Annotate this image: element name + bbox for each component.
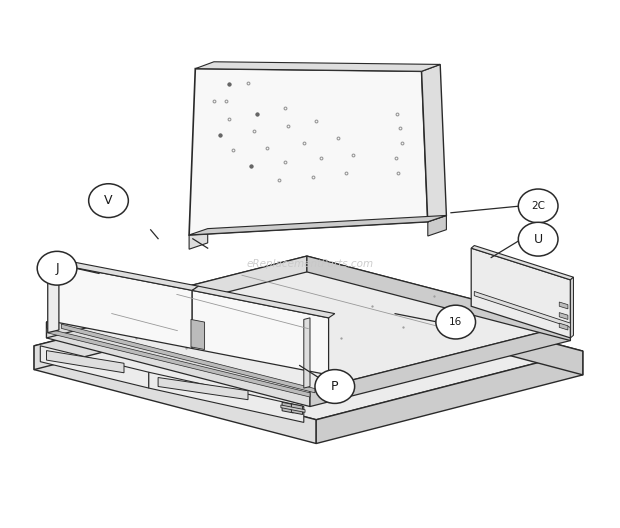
Polygon shape bbox=[61, 324, 315, 393]
Polygon shape bbox=[291, 404, 303, 414]
Polygon shape bbox=[559, 302, 568, 309]
Circle shape bbox=[89, 184, 128, 218]
Polygon shape bbox=[281, 405, 305, 412]
Text: 16: 16 bbox=[449, 317, 463, 327]
Polygon shape bbox=[46, 256, 307, 338]
Polygon shape bbox=[46, 351, 124, 373]
Polygon shape bbox=[307, 256, 570, 341]
Text: U: U bbox=[534, 233, 542, 246]
Polygon shape bbox=[195, 62, 440, 71]
Circle shape bbox=[518, 189, 558, 223]
Polygon shape bbox=[422, 64, 446, 222]
Circle shape bbox=[518, 222, 558, 256]
Polygon shape bbox=[46, 322, 310, 407]
Polygon shape bbox=[56, 260, 198, 290]
Polygon shape bbox=[282, 402, 293, 413]
Polygon shape bbox=[40, 346, 149, 388]
Text: 2C: 2C bbox=[531, 201, 545, 211]
Polygon shape bbox=[56, 264, 192, 348]
Polygon shape bbox=[158, 378, 248, 400]
Polygon shape bbox=[428, 215, 446, 236]
Circle shape bbox=[436, 305, 476, 339]
Polygon shape bbox=[471, 246, 574, 280]
Circle shape bbox=[315, 370, 355, 403]
Polygon shape bbox=[46, 256, 570, 391]
Polygon shape bbox=[34, 277, 304, 370]
Polygon shape bbox=[316, 351, 583, 444]
Polygon shape bbox=[192, 286, 335, 318]
Polygon shape bbox=[304, 277, 583, 375]
Circle shape bbox=[37, 251, 77, 285]
Polygon shape bbox=[559, 323, 568, 330]
Text: V: V bbox=[104, 194, 113, 207]
Polygon shape bbox=[310, 325, 570, 407]
Polygon shape bbox=[34, 346, 316, 444]
Polygon shape bbox=[46, 328, 310, 397]
Polygon shape bbox=[192, 290, 329, 375]
Polygon shape bbox=[471, 248, 570, 338]
Polygon shape bbox=[48, 267, 62, 270]
Text: J: J bbox=[55, 262, 59, 275]
Polygon shape bbox=[189, 215, 446, 235]
Polygon shape bbox=[474, 291, 570, 327]
Polygon shape bbox=[189, 229, 208, 249]
Polygon shape bbox=[559, 313, 568, 319]
Polygon shape bbox=[189, 69, 428, 235]
Polygon shape bbox=[191, 319, 205, 350]
Polygon shape bbox=[34, 277, 583, 420]
Text: P: P bbox=[331, 380, 339, 393]
Polygon shape bbox=[48, 267, 59, 333]
Text: eReplacementParts.com: eReplacementParts.com bbox=[246, 259, 374, 269]
Polygon shape bbox=[149, 372, 304, 422]
Polygon shape bbox=[570, 277, 574, 338]
Polygon shape bbox=[304, 318, 310, 388]
